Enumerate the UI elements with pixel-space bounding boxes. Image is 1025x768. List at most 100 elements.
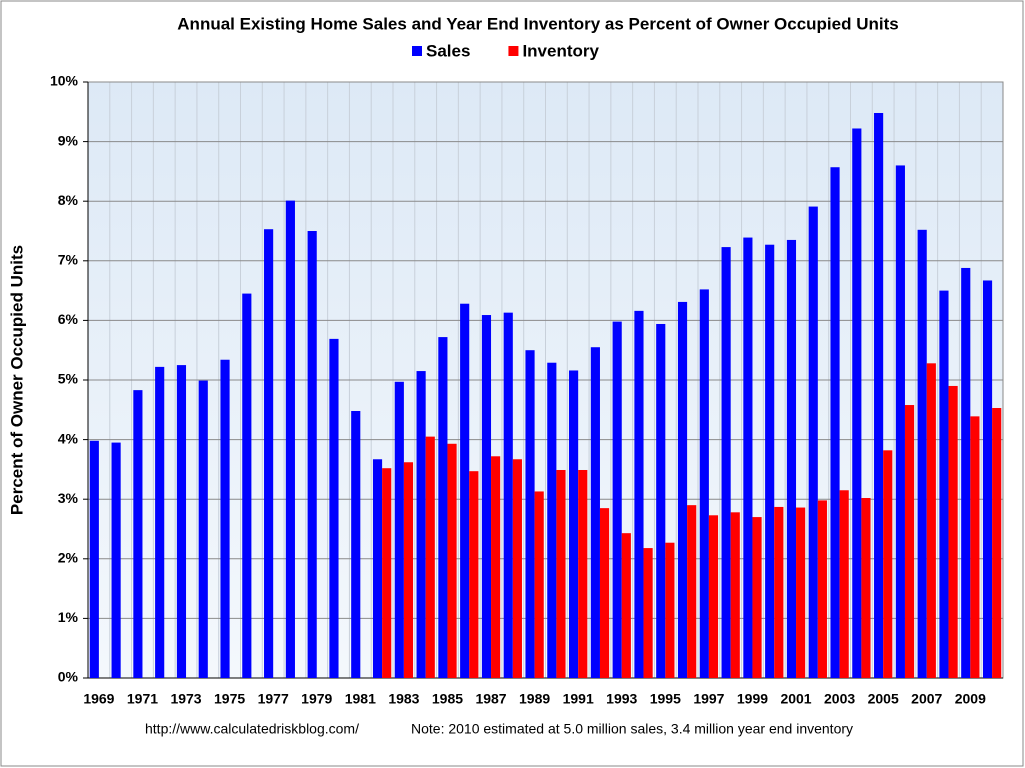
x-tick-label: 1995 [650,691,681,707]
bar [590,347,600,678]
bar [198,380,208,678]
bar [808,206,818,678]
bar [982,280,993,678]
x-tick-label: 1985 [432,691,463,707]
bar [796,507,806,678]
bar [425,436,435,678]
bar [525,350,535,678]
bar [883,450,893,678]
x-tick-label: 2005 [868,691,899,707]
bar [111,442,121,678]
x-tick-label: 1991 [563,691,594,707]
x-tick-label: 1981 [345,691,376,707]
y-tick-label: 0% [58,669,79,685]
bar [438,337,448,678]
y-tick-label: 7% [58,252,79,268]
x-tick-label: 1999 [737,691,768,707]
bar [512,459,522,678]
bar [569,370,579,678]
x-tick-label: 1987 [475,691,506,707]
x-tick-label: 1993 [606,691,637,707]
bar [721,247,731,679]
x-tick-label: 1979 [301,691,332,707]
bar [133,390,143,678]
bar [242,293,252,678]
bar [89,440,99,678]
x-tick-label: 1971 [127,691,158,707]
x-tick-label: 2009 [955,691,986,707]
x-tick-label: 1969 [83,691,114,707]
bar [155,366,165,678]
y-tick-label: 1% [58,609,79,625]
bar [372,459,383,678]
bar [460,303,470,678]
bar [861,498,871,678]
bar [556,469,566,678]
y-tick-label: 10% [50,73,79,89]
bar [481,315,492,678]
bar [752,517,762,678]
x-tick-label: 1989 [519,691,550,707]
bar [970,416,980,678]
bar [730,512,740,678]
legend-swatch [412,46,422,56]
chart-title: Annual Existing Home Sales and Year End … [177,14,898,33]
y-tick-label: 9% [58,132,79,148]
legend-swatch [508,46,519,56]
bar [416,371,426,678]
bar [774,506,784,678]
bar [874,112,884,678]
bar [895,165,905,678]
x-tick-label: 1977 [258,691,289,707]
x-tick-label: 1975 [214,691,245,707]
y-axis-label: Percent of Owner Occupied Units [7,245,26,515]
y-tick-label: 4% [58,430,79,446]
y-tick-label: 8% [58,192,79,208]
bar [503,312,513,678]
x-tick-label: 1973 [170,691,201,707]
y-tick-label: 3% [58,490,79,506]
y-tick-label: 2% [58,550,79,566]
bar [469,471,479,678]
bar [547,362,557,678]
bar [643,548,653,678]
bar [992,408,1002,678]
bar [765,244,775,678]
bar [382,468,392,678]
bar [939,290,949,678]
bar [264,229,274,678]
bar [926,363,936,678]
y-tick-label: 6% [58,311,79,327]
bar [687,505,697,678]
footer-note: Note: 2010 estimated at 5.0 million sale… [411,721,853,737]
bar [665,542,675,678]
bar [817,500,827,678]
bar [839,490,849,678]
bar [656,323,666,678]
bar [612,321,622,678]
bar [447,443,457,678]
bar [699,289,709,678]
x-tick-label: 2007 [911,691,942,707]
bar [285,200,295,678]
x-tick-label: 1997 [693,691,724,707]
bar [403,462,414,678]
bar [578,469,588,678]
bar [708,515,719,678]
bar [394,381,404,678]
bar [599,508,610,678]
y-tick-label: 5% [58,371,79,387]
bar [743,237,753,678]
bar [176,365,187,678]
bar [329,338,339,678]
bar [852,128,862,678]
bar [830,167,840,678]
legend-label: Sales [426,41,470,60]
bar [491,456,501,678]
bar [534,491,544,678]
bar [220,359,230,678]
bar [621,533,631,678]
bar [351,410,361,678]
bar [786,239,797,678]
